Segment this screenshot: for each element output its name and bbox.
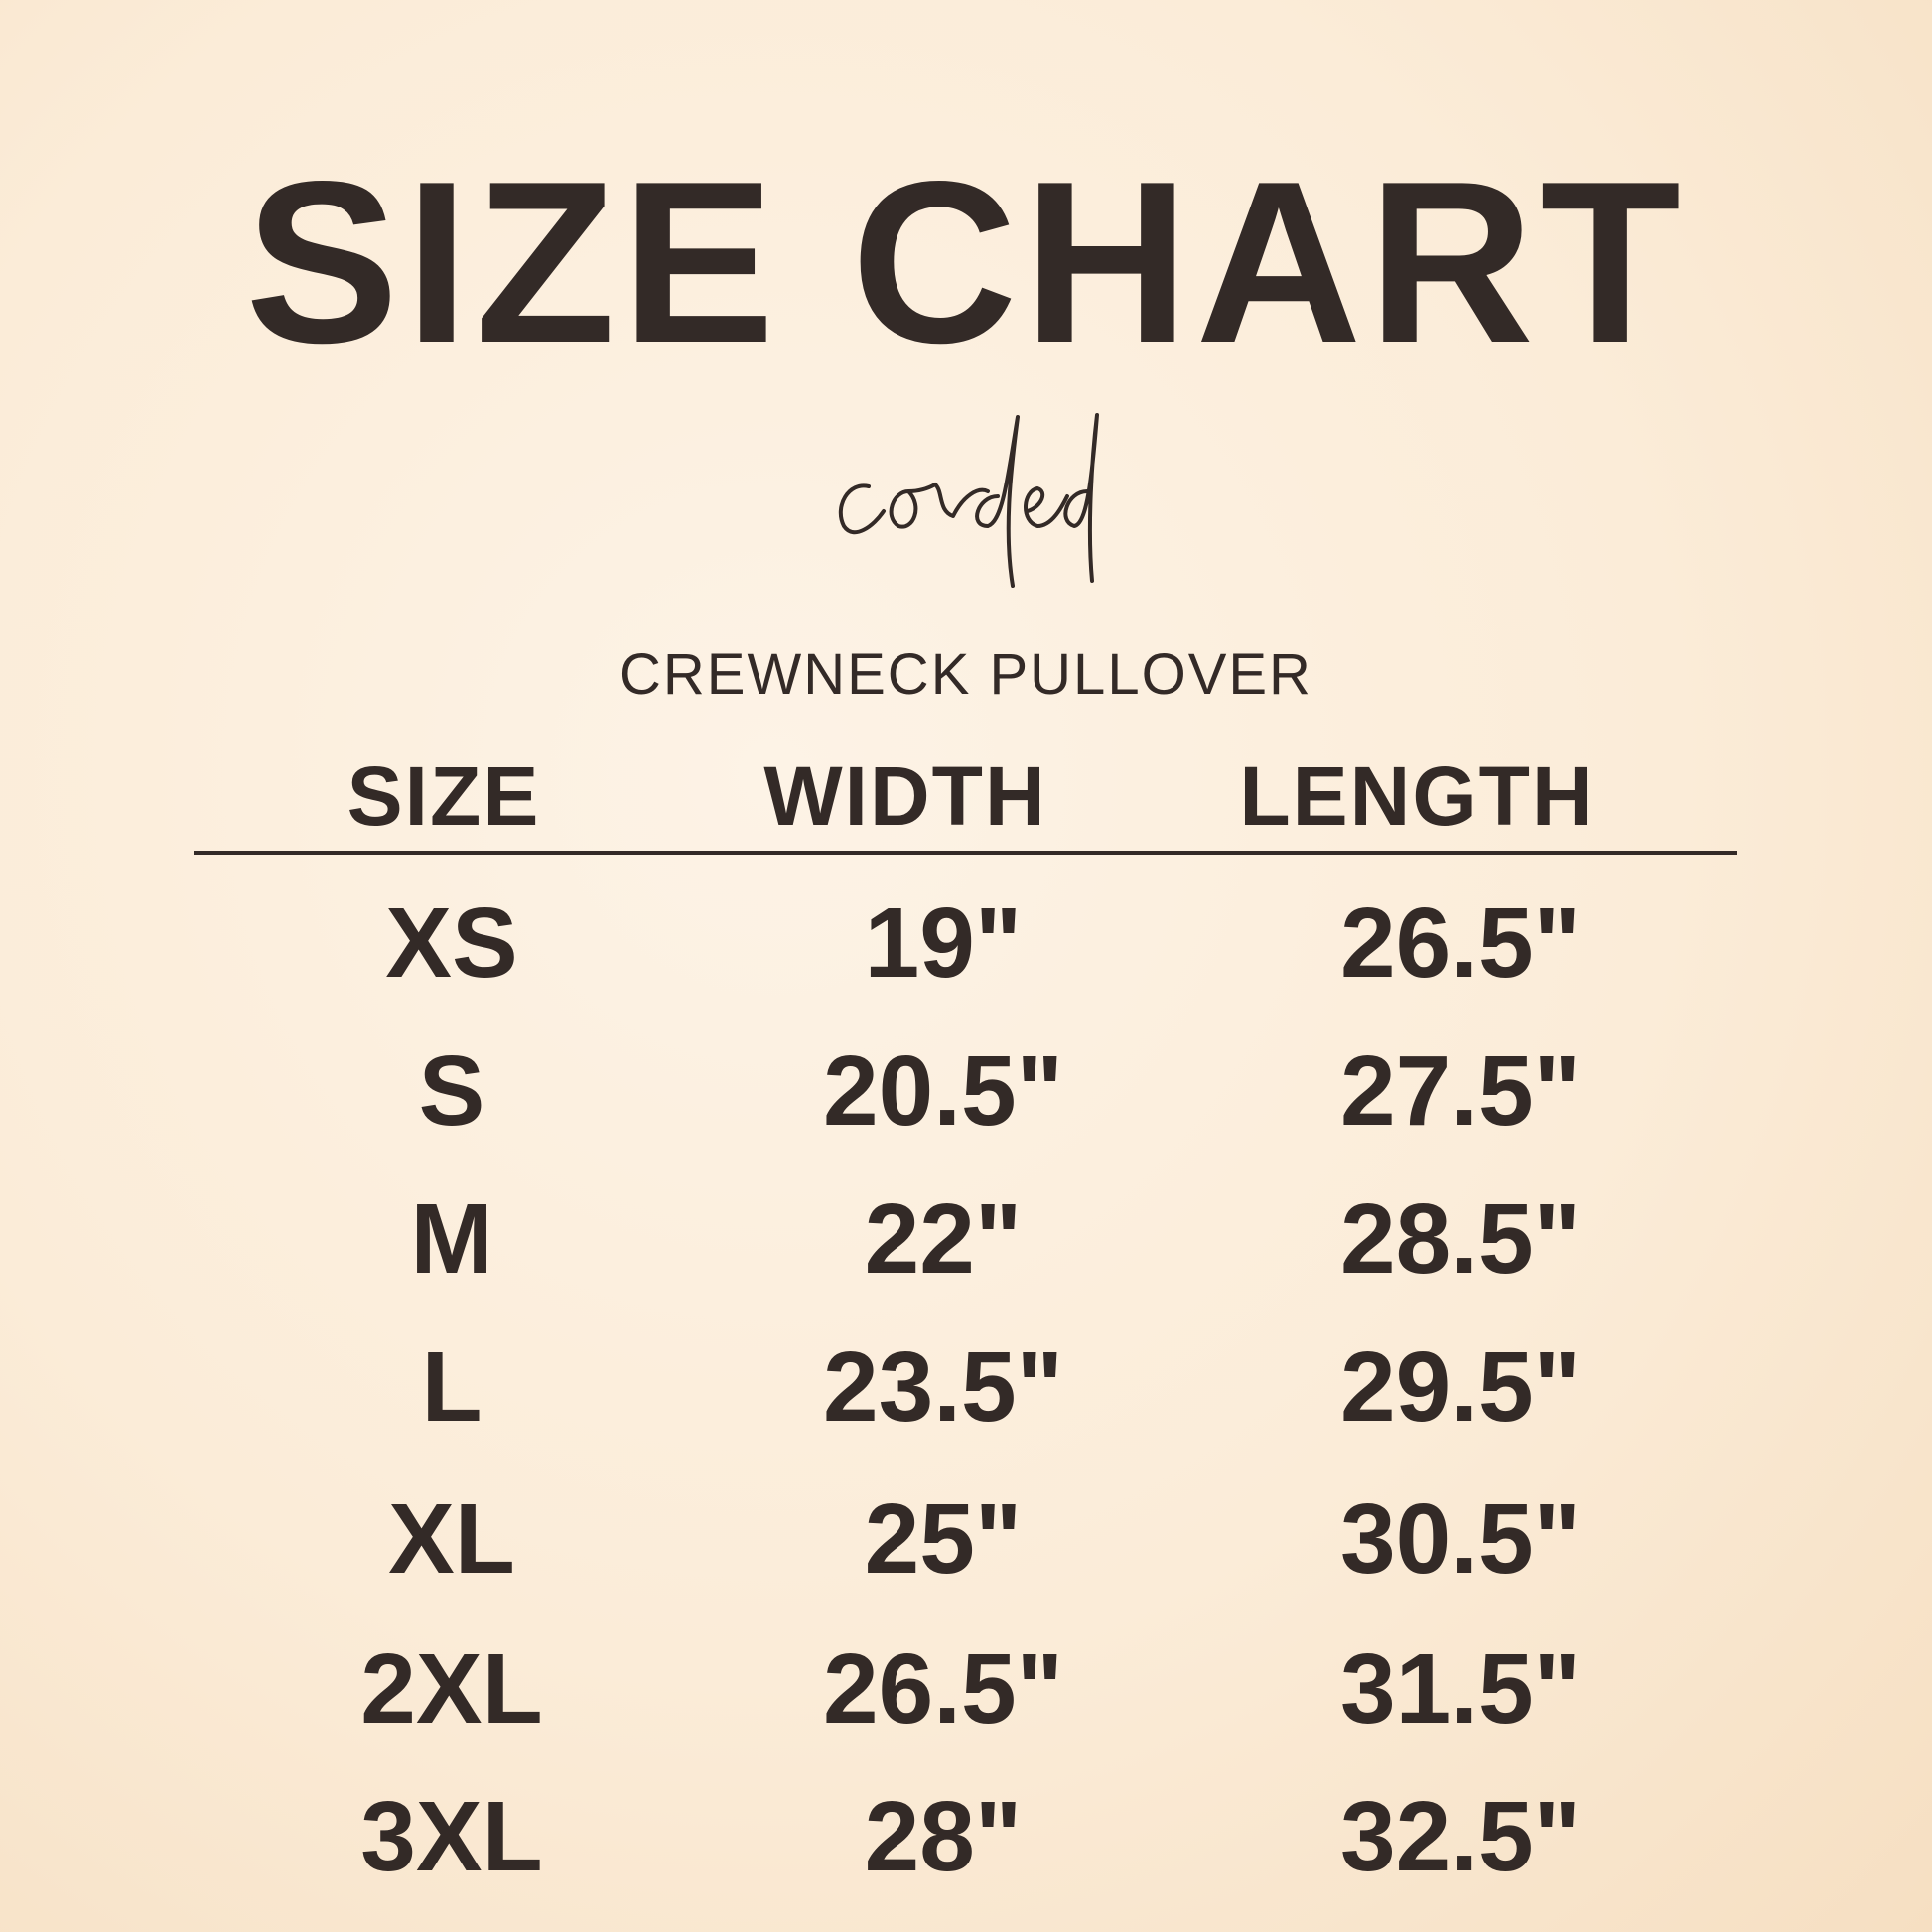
cell-length: 31.5"	[1339, 1633, 1582, 1744]
header-divider	[194, 851, 1737, 855]
cell-size: M	[410, 1183, 493, 1295]
cell-size: XL	[388, 1483, 515, 1594]
cell-length: 29.5"	[1339, 1331, 1582, 1443]
cell-width: 20.5"	[822, 1035, 1064, 1147]
product-subtitle: CREWNECK PULLOVER	[620, 642, 1312, 707]
cell-width: 28"	[864, 1781, 1023, 1892]
page-title: SIZE CHART	[245, 134, 1687, 391]
cell-width: 22"	[864, 1183, 1023, 1295]
header-width: WIDTH	[763, 750, 1047, 843]
cell-size: S	[418, 1035, 485, 1147]
cell-length: 26.5"	[1339, 888, 1582, 999]
cell-size: XS	[385, 888, 518, 999]
cell-width: 26.5"	[822, 1633, 1064, 1744]
header-size: SIZE	[346, 750, 541, 843]
cell-length: 28.5"	[1339, 1183, 1582, 1295]
cell-width: 23.5"	[822, 1331, 1064, 1443]
cell-size: L	[421, 1331, 483, 1443]
cell-width: 25"	[864, 1483, 1023, 1594]
cell-width: 19"	[864, 888, 1023, 999]
header-length: LENGTH	[1239, 750, 1594, 843]
cell-length: 27.5"	[1339, 1035, 1582, 1147]
corded-script-logo	[838, 413, 1099, 588]
cell-size: 3XL	[360, 1781, 543, 1892]
cell-length: 30.5"	[1339, 1483, 1582, 1594]
cell-length: 32.5"	[1339, 1781, 1582, 1892]
cell-size: 2XL	[360, 1633, 543, 1744]
